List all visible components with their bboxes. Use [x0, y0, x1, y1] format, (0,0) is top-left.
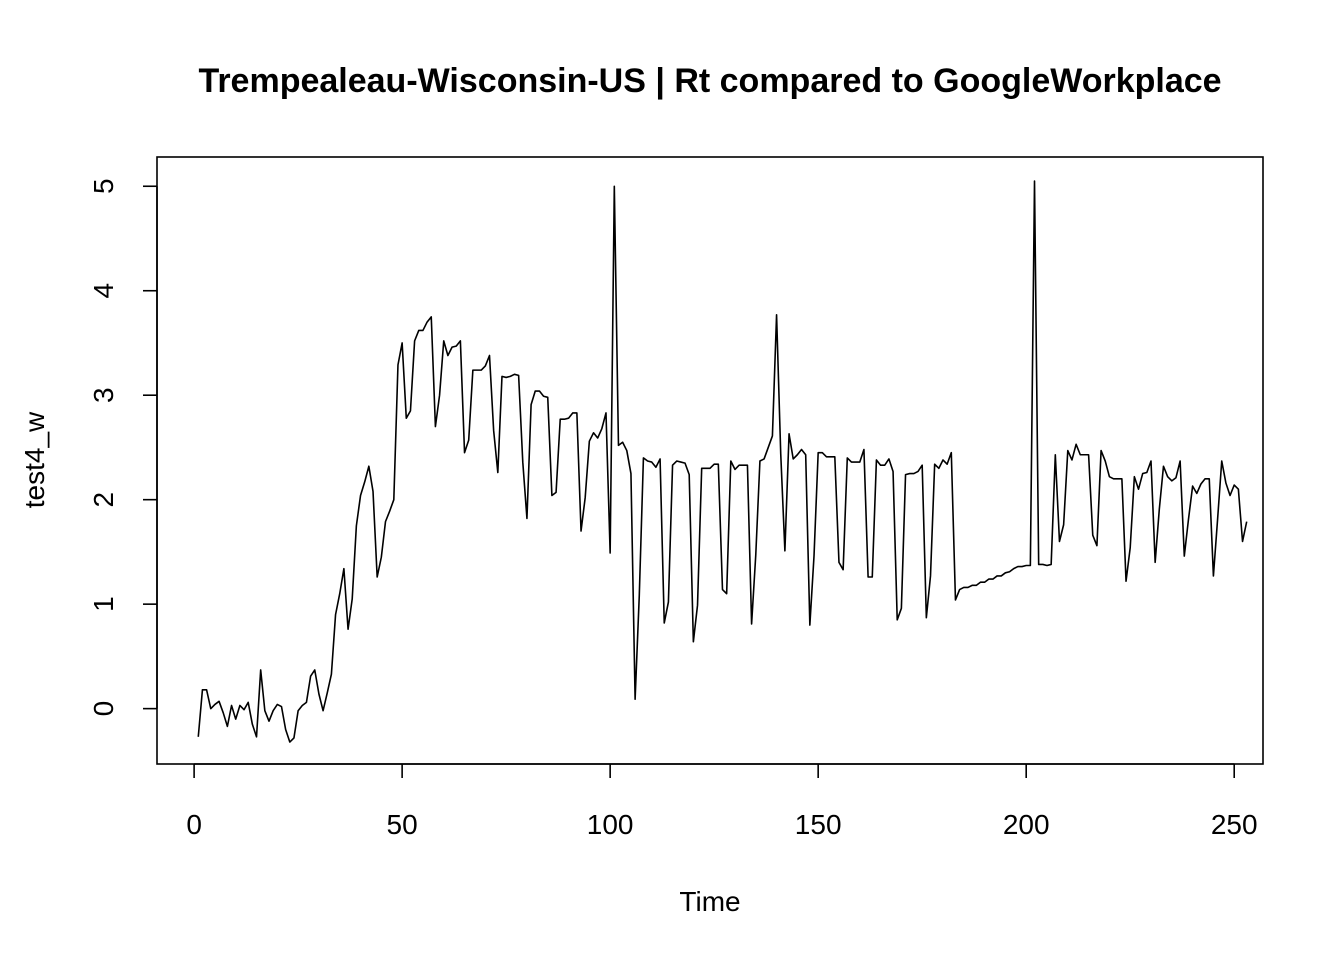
y-axis: 0 1 2 3 4 5: [88, 178, 158, 717]
y-axis-label: test4_w: [19, 411, 50, 508]
y-tick-label: 3: [88, 387, 119, 403]
x-tick-label: 50: [387, 809, 418, 840]
y-tick-label: 5: [88, 178, 119, 194]
plot-box: [156, 156, 1264, 765]
x-axis-label: Time: [679, 886, 740, 917]
series-layer: [197, 180, 1248, 743]
y-tick-label: 0: [88, 701, 119, 717]
chart-title: Trempealeau-Wisconsin-US | Rt compared t…: [198, 62, 1221, 100]
y-tick-label: 2: [88, 492, 119, 508]
x-tick-label: 250: [1211, 809, 1258, 840]
y-tick-label: 4: [88, 283, 119, 299]
x-tick-label: 0: [186, 809, 202, 840]
x-tick-label: 150: [795, 809, 842, 840]
x-tick-label: 100: [587, 809, 634, 840]
x-tick-label: 200: [1003, 809, 1050, 840]
series-line: [197, 180, 1248, 743]
x-axis: 0 50 100 150 200 250: [186, 763, 1258, 840]
y-tick-label: 1: [88, 596, 119, 612]
